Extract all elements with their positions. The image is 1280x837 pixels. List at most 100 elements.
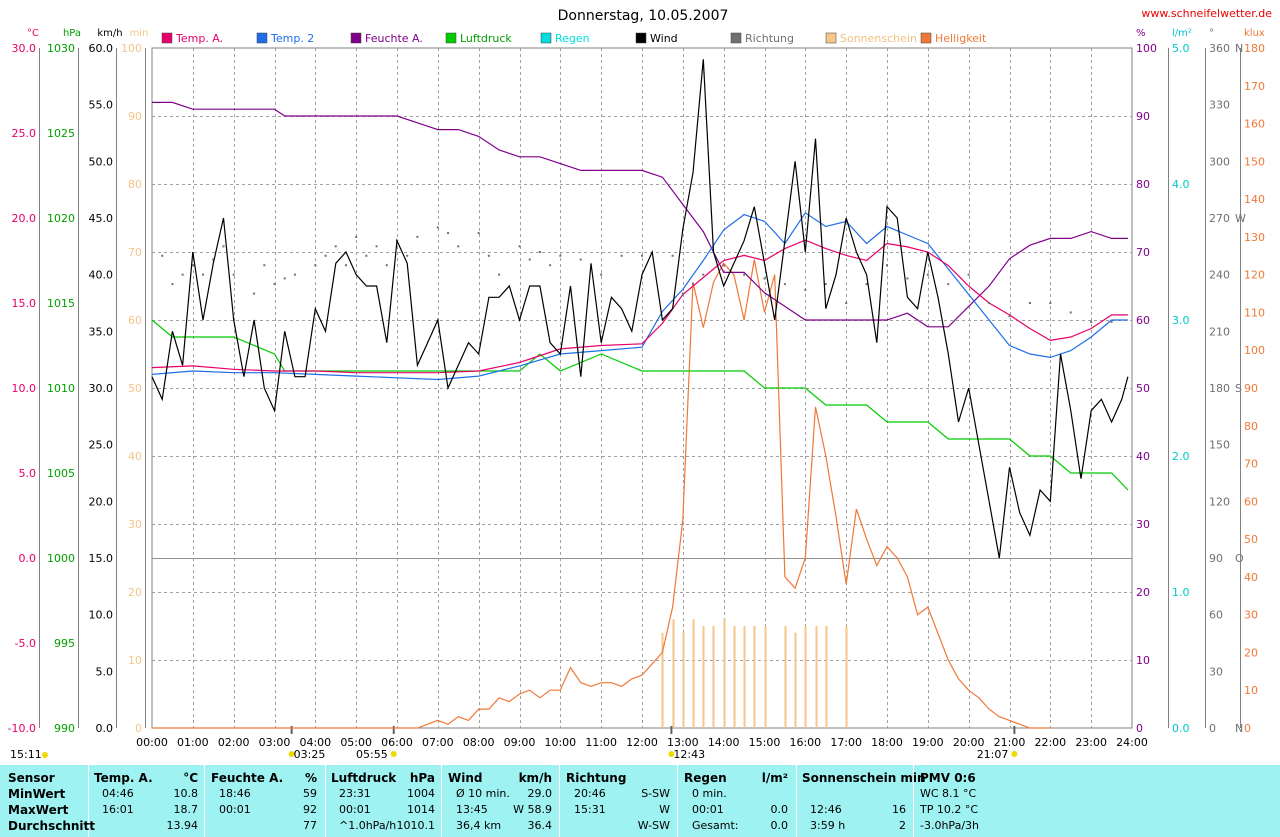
legend-item: Richtung <box>730 32 794 45</box>
richtung-point <box>824 283 827 286</box>
footer-regen-time: 00:01 <box>692 803 724 816</box>
richtung-point <box>375 245 378 248</box>
right-tick-label: 70 <box>1244 458 1258 471</box>
richtung-point <box>293 273 296 276</box>
footer-richtung-value: S-SW <box>641 787 670 800</box>
richtung-point <box>1110 320 1113 323</box>
footer-separator <box>913 765 914 837</box>
footer-wind-value: 29.0 <box>527 787 553 800</box>
right-tick-label: 60 <box>1136 314 1150 327</box>
right-tick-label: 150 <box>1244 155 1265 168</box>
x-tick-label: 04:00 <box>299 736 331 749</box>
x-tick-label: 22:00 <box>1034 736 1066 749</box>
legend-label: Regen <box>555 32 590 45</box>
footer-luftdruck-header: Luftdruck <box>331 771 397 785</box>
left-tick-label: 10.0 <box>89 609 114 622</box>
legend-swatch <box>730 32 742 44</box>
richtung-point <box>906 277 909 280</box>
stats-footer: Sensor MinWert MaxWert Durchschnitt Temp. A.… <box>0 765 1280 837</box>
richtung-point <box>967 273 970 276</box>
left-tick-label: 90 <box>128 110 142 123</box>
richtung-point <box>1049 302 1052 304</box>
right-tick-label: 80 <box>1244 420 1258 433</box>
left-tick-label: 10.0 <box>12 382 37 395</box>
right-tick-label: 0 <box>1136 722 1143 735</box>
legend-label: Helligkeit <box>935 32 987 45</box>
richtung-point <box>283 277 286 280</box>
left-tick-label: 1025 <box>47 127 75 140</box>
footer-pmv-header: PMV 0:6 <box>920 771 976 785</box>
legend-swatch <box>161 32 173 44</box>
left-tick-label: 45.0 <box>89 212 114 225</box>
footer-temp-value: 10.8 <box>173 787 199 800</box>
temp-a-line <box>151 239 1128 374</box>
legend-label: Wind <box>650 32 678 45</box>
compass-label: N <box>1235 722 1243 735</box>
footer-separator <box>88 765 89 837</box>
right-tick-label: 40 <box>1244 571 1258 584</box>
left-tick-label: 30.0 <box>89 382 114 395</box>
right-axis-unit: % <box>1136 28 1146 39</box>
left-tick-label: 5.0 <box>96 665 114 678</box>
richtung-point <box>926 273 929 276</box>
footer-wind-unit: km/h <box>518 771 552 785</box>
footer-regen-value: 0.0 <box>770 819 789 832</box>
richtung-point <box>681 292 684 295</box>
richtung-point <box>692 283 695 286</box>
x-tick-label: 06:00 <box>381 736 413 749</box>
legend-label: Feuchte A. <box>365 32 423 45</box>
footer-feuchte-value: 92 <box>303 803 317 816</box>
sun-event-label: 05:55 <box>356 748 388 761</box>
footer-sonne-value: 16 <box>892 803 906 816</box>
right-tick-label: 50 <box>1136 382 1150 395</box>
x-tick-label: 05:00 <box>340 736 372 749</box>
right-tick-label: 30 <box>1209 665 1223 678</box>
right-tick-label: 120 <box>1244 269 1265 282</box>
left-tick-label: 15.0 <box>89 552 114 565</box>
legend-swatch <box>920 32 932 44</box>
legend-item: Feuchte A. <box>350 32 423 45</box>
richtung-point <box>783 283 786 286</box>
left-tick-label: 0 <box>135 722 142 735</box>
left-tick-label: 40 <box>128 450 142 463</box>
richtung-point <box>498 273 501 276</box>
right-tick-label: 270 <box>1209 212 1230 225</box>
richtung-point <box>722 264 725 267</box>
footer-luftdruck-unit: hPa <box>409 771 435 785</box>
footer-feuchte-header: Feuchte A. <box>211 771 284 785</box>
richtung-point <box>191 264 194 267</box>
website-link[interactable]: www.schneifelwetter.de <box>1141 7 1272 20</box>
x-tick-label: 18:00 <box>871 736 903 749</box>
richtung-point <box>324 254 327 257</box>
footer-row-label: MaxWert <box>8 803 69 817</box>
richtung-point <box>344 264 347 267</box>
footer-pmv-value: -3.0hPa/3h <box>920 819 979 832</box>
right-tick-label: 0 <box>1244 722 1251 735</box>
footer-sonne-header: Sonnenschein min <box>802 771 926 785</box>
x-tick-label: 12:00 <box>626 736 658 749</box>
richtung-point <box>865 283 868 286</box>
footer-feuchte-value: 59 <box>303 787 317 800</box>
richtung-point <box>385 264 388 267</box>
compass-label: O <box>1235 552 1244 565</box>
right-tick-label: 5.0 <box>1172 42 1190 55</box>
left-tick-label: 80 <box>128 178 142 191</box>
footer-sonne-time: 12:46 <box>810 803 842 816</box>
left-tick-label: 20.0 <box>89 495 114 508</box>
richtung-point <box>334 245 337 248</box>
left-axis-unit: °C <box>27 28 39 39</box>
left-tick-label: 10 <box>128 654 142 667</box>
richtung-point <box>671 254 674 257</box>
richtung-point <box>202 273 205 276</box>
richtung-point <box>406 254 409 257</box>
footer-sonne-time: 3:59 h <box>810 819 846 832</box>
x-tick-label: 20:00 <box>953 736 985 749</box>
footer-regen-unit: l/m² <box>761 771 788 785</box>
right-tick-label: 0 <box>1209 722 1216 735</box>
legend-label: Sonnenschein <box>840 32 917 45</box>
right-tick-label: 10 <box>1244 684 1258 697</box>
x-tick-label: 24:00 <box>1116 736 1148 749</box>
footer-luftdruck-time: 23:31 <box>339 787 371 800</box>
left-tick-label: 55.0 <box>89 99 114 112</box>
left-axis-unit: km/h <box>97 28 122 39</box>
